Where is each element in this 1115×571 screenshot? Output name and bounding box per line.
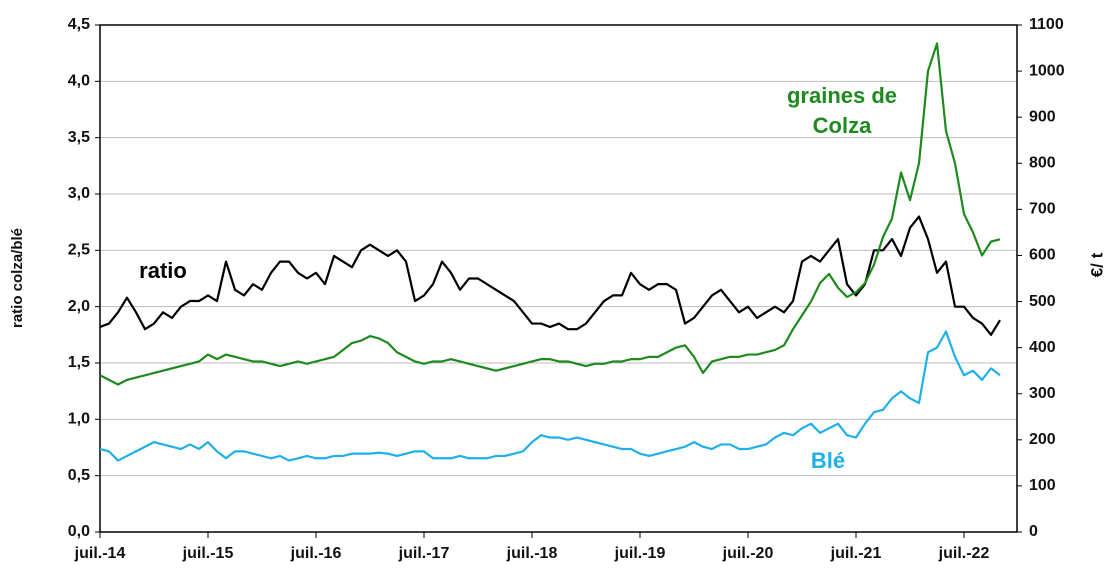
x-tick-label: juil.-19 [614, 545, 666, 562]
annotation: Colza [813, 113, 872, 138]
y2-axis-label: €/ t [1087, 252, 1106, 277]
y2-tick-label: 900 [1029, 108, 1056, 125]
y-tick-label: 2,5 [68, 242, 90, 259]
y2-tick-label: 1000 [1029, 62, 1065, 79]
x-tick-label: juil.-18 [506, 545, 558, 562]
y2-tick-label: 1100 [1029, 16, 1064, 33]
annotation: ratio [139, 258, 187, 283]
y2-tick-label: 600 [1029, 247, 1056, 264]
y-tick-label: 1,5 [68, 354, 90, 371]
y-tick-label: 4,0 [68, 73, 90, 90]
series-line [99, 330, 1001, 462]
y2-tick-label: 300 [1029, 385, 1056, 402]
y2-tick-label: 0 [1029, 523, 1038, 540]
y-tick-label: 0,0 [68, 523, 90, 540]
series-line [99, 215, 1001, 336]
y-tick-label: 3,0 [68, 185, 90, 202]
y-tick-label: 4,5 [68, 16, 90, 33]
annotation: Blé [811, 448, 845, 473]
y-tick-label: 0,5 [68, 467, 90, 484]
y2-tick-label: 700 [1029, 201, 1056, 218]
x-tick-label: juil.-16 [290, 545, 342, 562]
y2-tick-label: 800 [1029, 154, 1056, 171]
y2-tick-label: 400 [1029, 339, 1056, 356]
y-axis-label: ratio colza/blé [9, 228, 26, 328]
y-tick-label: 1,0 [68, 411, 90, 428]
x-tick-label: juil.-17 [398, 545, 450, 562]
series-line [99, 42, 1001, 386]
y-tick-label: 2,0 [68, 298, 90, 315]
x-tick-label: juil.-15 [182, 545, 234, 562]
y2-tick-label: 500 [1029, 293, 1056, 310]
x-tick-label: juil.-21 [830, 545, 882, 562]
annotation: graines de [787, 83, 897, 108]
x-tick-label: juil.-14 [74, 545, 126, 562]
x-tick-label: juil.-20 [722, 545, 774, 562]
y2-tick-label: 100 [1029, 477, 1056, 494]
y-tick-label: 3,5 [68, 129, 90, 146]
x-tick-label: juil.-22 [938, 545, 990, 562]
y2-tick-label: 200 [1029, 431, 1056, 448]
plot-frame [99, 24, 1018, 533]
